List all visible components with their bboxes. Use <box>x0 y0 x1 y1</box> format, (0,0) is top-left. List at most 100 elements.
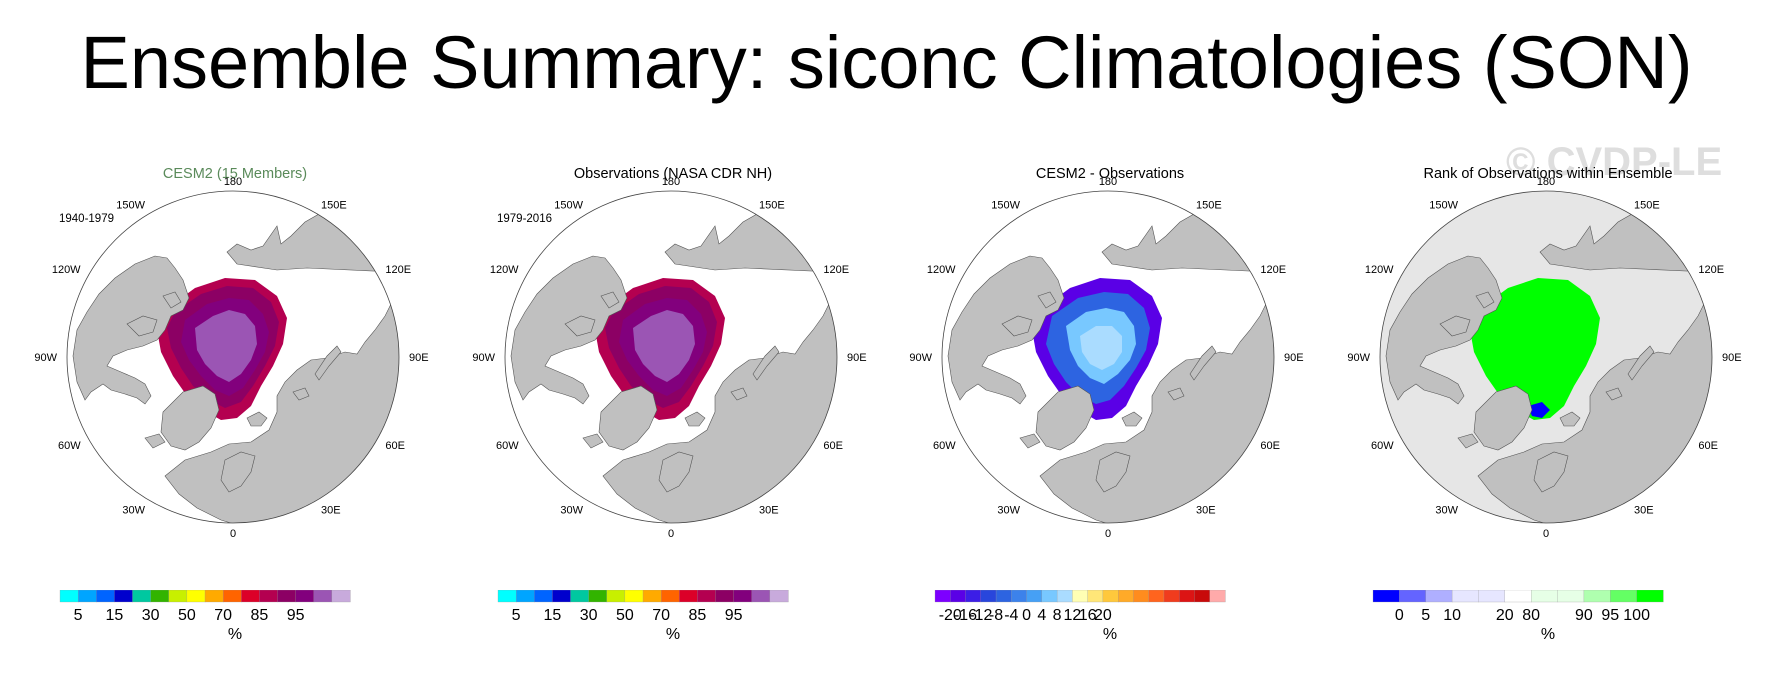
colorbar-swatch-1 <box>515 590 535 603</box>
colorbar-swatch-1 <box>1399 590 1427 603</box>
lon-label-0: 0 <box>1105 528 1111 540</box>
colorbar-swatch-2 <box>965 590 982 603</box>
colorbar-label-85: 85 <box>250 607 268 624</box>
colorbar-swatch-9 <box>1610 590 1638 603</box>
lon-label-30E: 30E <box>1196 504 1216 516</box>
colorbar-swatch-13 <box>733 590 753 603</box>
colorbar-swatch-13 <box>1133 590 1150 603</box>
land-shape-4 <box>1605 387 1623 401</box>
lon-label-180: 180 <box>224 176 242 188</box>
lon-label-30W: 30W <box>560 504 583 516</box>
ice-region-0 <box>1470 278 1600 420</box>
colorbar-swatch-12 <box>715 590 735 603</box>
lon-label-0: 0 <box>230 528 236 540</box>
map-border <box>66 190 400 524</box>
ice-region-3 <box>633 310 695 382</box>
lon-label-90E: 90E <box>847 352 867 364</box>
colorbar-label-95: 95 <box>287 607 305 624</box>
colorbar-swatch-13 <box>295 590 315 603</box>
polar-map: 180 150W 150E 120W 120E 90W 90E 60W 60E 30W 30E 0 <box>1347 176 1742 540</box>
colorbar-swatch-3 <box>114 590 134 603</box>
colorbar-swatch-11 <box>697 590 717 603</box>
lon-label-30W: 30W <box>122 504 145 516</box>
colorbar-swatch-8 <box>204 590 224 603</box>
land-shape-1 <box>1385 255 1503 405</box>
colorbar-label-4: 4 <box>1037 607 1046 624</box>
colorbar-swatch-7 <box>1041 590 1058 603</box>
ice-region-2 <box>1528 402 1550 418</box>
lon-label-90W: 90W <box>472 352 495 364</box>
colorbar-swatch-12 <box>1118 590 1134 603</box>
lon-label-90E: 90E <box>1722 352 1742 364</box>
lon-label-120E: 120E <box>823 264 849 276</box>
colorbar-swatch-8 <box>1583 590 1611 603</box>
colorbar-label-95: 95 <box>1601 607 1619 624</box>
panel-observations-climatology: Observations (NASA CDR NH) 1979-2016 180… <box>453 160 893 660</box>
lon-label-120W: 120W <box>490 264 519 276</box>
lon-label-150E: 150E <box>1196 200 1222 212</box>
colorbar: 5 15 30 50 70 85 95 <box>59 590 351 624</box>
colorbar-swatch-15 <box>769 590 789 603</box>
lon-label-120W: 120W <box>52 264 81 276</box>
colorbar-swatch-10 <box>1636 590 1664 603</box>
lon-label-180: 180 <box>1537 176 1555 188</box>
map-border <box>941 190 1275 524</box>
land-shape-7 <box>144 433 166 449</box>
land-shape-6 <box>1533 451 1569 493</box>
colorbar-label-0: 0 <box>1022 607 1031 624</box>
colorbar-label-10: 10 <box>1443 607 1461 624</box>
panel-cesm2-climatology: CESM2 (15 Members) 1940-1979 180 150W 150E… <box>15 160 455 660</box>
colorbar-label--16: -16 <box>954 607 977 624</box>
colorbar-swatch-0 <box>59 590 79 603</box>
land-shape-6 <box>1095 451 1131 493</box>
land-shape-5 <box>752 345 780 381</box>
lon-label-150W: 150W <box>1429 200 1458 212</box>
lon-label-150W: 150W <box>116 200 145 212</box>
lon-label-30E: 30E <box>1634 504 1654 516</box>
lon-label-150E: 150E <box>1634 200 1660 212</box>
period-label: 1940-1979 <box>59 213 114 225</box>
colorbar-swatch-3 <box>1451 590 1480 603</box>
land-shape-9 <box>162 291 182 309</box>
colorbar-label-70: 70 <box>652 607 670 624</box>
land-shape-1 <box>947 255 1065 405</box>
panel-difference: CESM2 - Observations 180 150W 150E 120W 120E… <box>890 160 1330 660</box>
colorbar-swatch-17 <box>1194 590 1211 603</box>
colorbar-swatch-6 <box>606 590 626 603</box>
colorbar-label-20: 20 <box>1094 607 1112 624</box>
colorbar-swatch-2 <box>96 590 115 603</box>
colorbar-swatch-11 <box>1102 590 1119 603</box>
colorbar-label--20: -20 <box>939 607 962 624</box>
land-shape-8 <box>126 315 158 337</box>
polar-map: 180 150W 150E 120W 120E 90W 90E 60W 60E 30W 30E 0 <box>909 176 1303 540</box>
land-shape-3 <box>246 411 268 427</box>
land-shape-8 <box>1001 315 1033 337</box>
lon-label-90W: 90W <box>909 352 932 364</box>
colorbar-swatch-14 <box>751 590 771 603</box>
colorbar-swatch-6 <box>1026 590 1043 603</box>
lon-label-0: 0 <box>668 528 674 540</box>
lon-label-30E: 30E <box>321 504 341 516</box>
lon-label-120W: 120W <box>927 264 956 276</box>
lon-label-30E: 30E <box>759 504 779 516</box>
lon-label-60E: 60E <box>1698 440 1718 452</box>
land-shape-6 <box>658 451 694 493</box>
map-border <box>1379 190 1713 524</box>
units-label: % <box>1102 626 1118 643</box>
colorbar-swatch-5 <box>1011 590 1028 603</box>
period-label: 1979-2016 <box>497 213 552 225</box>
colorbar-swatch-7 <box>624 590 644 603</box>
lon-label-60W: 60W <box>496 440 519 452</box>
colorbar-swatch-18 <box>1209 590 1226 603</box>
panel-title: CESM2 - Observations <box>1035 166 1185 182</box>
colorbar-swatch-10 <box>1087 590 1104 603</box>
land-shape-3 <box>1559 411 1581 427</box>
lon-label-180: 180 <box>1099 176 1117 188</box>
colorbar-label-90: 90 <box>1575 607 1593 624</box>
colorbar-label-80: 80 <box>1522 607 1540 624</box>
colorbar-swatch-6 <box>1531 590 1559 603</box>
colorbar-label-30: 30 <box>142 607 160 624</box>
land-shape-7 <box>582 433 604 449</box>
colorbar-swatch-9 <box>222 590 242 603</box>
colorbar-swatch-12 <box>277 590 297 603</box>
